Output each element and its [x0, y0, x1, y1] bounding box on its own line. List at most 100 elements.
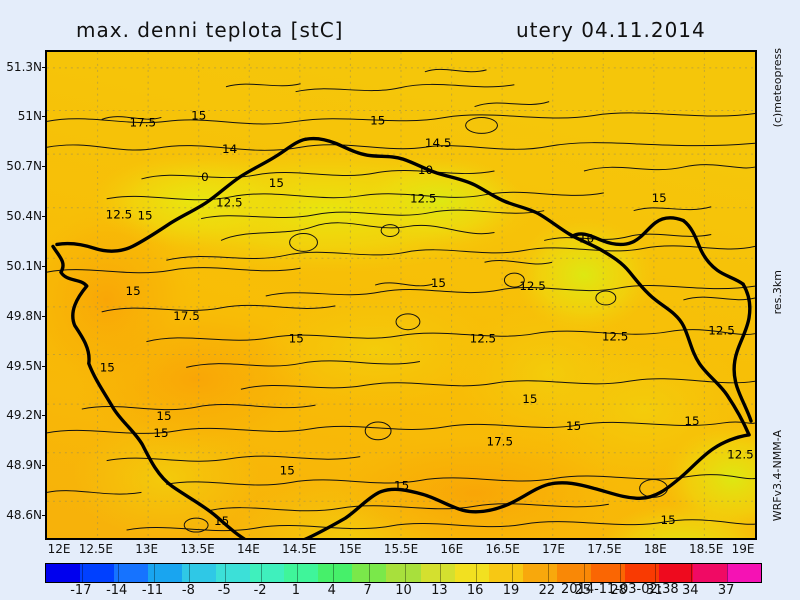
longitude-tick-label: 12E [47, 542, 71, 556]
longitude-tick-label: 13E [135, 542, 159, 556]
longitude-tick-label: 16E [440, 542, 464, 556]
forecast-date: utery 04.11.2014 [516, 18, 706, 42]
colorbar-segment [726, 564, 761, 582]
longitude-tick-label: 15.5E [383, 542, 419, 556]
latitude-tick-mark [42, 465, 46, 467]
colorbar-segment [216, 564, 251, 582]
colorbar-tick-label: -2 [253, 583, 267, 598]
colorbar-tick-mark [261, 564, 263, 582]
latitude-tick-label: 50.1N [6, 258, 42, 273]
contour-label: 17.5 [173, 309, 200, 323]
contour-label: 15 [394, 478, 409, 492]
colorbar-tick-label: 16 [466, 583, 484, 598]
colorbar-segment [454, 564, 489, 582]
longitude-tick-label: 14.5E [282, 542, 317, 556]
colorbar-tick-label: 13 [431, 583, 448, 598]
contour-label: 12.5 [727, 448, 754, 462]
colorbar-tick-mark [476, 564, 478, 582]
latitude-tick-label: 48.9N [6, 458, 42, 473]
colorbar-segment [250, 564, 285, 582]
colorbar-tick-mark [727, 564, 729, 582]
latitude-tick-label: 49.5N [6, 358, 42, 373]
colorbar-tick-label: 31 [646, 583, 663, 598]
colorbar-tick-mark [547, 564, 549, 582]
contour-label: 15 [684, 414, 699, 428]
contour-label: 14 [222, 142, 237, 156]
latitude-tick-mark [42, 315, 46, 317]
latitude-tick-label: 49.2N [6, 408, 42, 423]
map-plot-area[interactable]: 17.5 15 15 14 14.5 0 10 15 12.5 12.5 12.5 15 15 10 15 1… [45, 50, 757, 540]
colorbar-segment [522, 564, 557, 582]
colorbar-tick-mark [691, 564, 693, 582]
temperature-field: 17.5 15 15 14 14.5 0 10 15 12.5 12.5 12.5 15 15 10 15 1… [47, 52, 755, 538]
longitude-tick-label: 13.5E [180, 542, 215, 556]
latitude-tick-label: 51.3N [6, 59, 42, 74]
colorbar-segment [590, 564, 625, 582]
contour-label: 15 [191, 108, 206, 122]
colorbar-segment [80, 564, 115, 582]
latitude-tick-label: 51N [17, 109, 42, 124]
contour-label: 15 [289, 332, 304, 346]
colorbar-segment [114, 564, 149, 582]
latitude-tick-label: 50.4N [6, 209, 42, 224]
contour-label: 12.5 [519, 279, 546, 293]
colorbar-segment [624, 564, 659, 582]
contour-label: 15 [126, 284, 141, 298]
latitude-tick-mark [42, 265, 46, 267]
longitude-tick-label: 18E [643, 542, 667, 556]
colorbar-tick-mark [81, 564, 83, 582]
colorbar-segment [182, 564, 217, 582]
colorbar-segment [692, 564, 727, 582]
resolution-note: res.3km [771, 270, 784, 315]
contour-labels: 17.5 15 15 14 14.5 0 10 15 12.5 12.5 12.5 15 15 10 15 1… [100, 108, 754, 528]
longitude-tick-label: 15E [338, 542, 362, 556]
longitude-tick-label: 14E [236, 542, 260, 556]
colorbar-tick-mark [153, 564, 155, 582]
country-border [51, 136, 753, 538]
latitude-tick-label: 50.7N [6, 159, 42, 174]
latitude-tick-mark [42, 515, 46, 517]
colorbar-segment [46, 564, 81, 582]
colorbar-tick-labels: -17 -14 -11 -8 -5 -2 1 4 7 10 13 16 19 22 25 28 31 34 37 [45, 583, 762, 599]
longitude-axis: 12E 12.5E 13E 13.5E 14E 14.5E 15E 15.5E 16E 16.5E… [45, 540, 757, 560]
colorbar-tick-label: 10 [395, 583, 412, 598]
contour-label: 15 [269, 176, 284, 190]
contour-label: 15 [153, 426, 168, 440]
longitude-tick-label: 16.5E [485, 542, 520, 556]
colorbar-segment [556, 564, 591, 582]
colorbar-segment [420, 564, 455, 582]
contour-label: 15 [661, 513, 676, 527]
run-timestamp: 2014-11-03-02:38 [561, 582, 679, 597]
colorbar-segment [148, 564, 183, 582]
longitude-tick-label: 17E [542, 542, 565, 556]
colorbar-tick-mark [368, 564, 370, 582]
page-title: max. denni teplota [stC] [76, 18, 344, 42]
model-note: WRFv3.4-NMM-A [771, 430, 784, 522]
latitude-tick-mark [42, 415, 46, 417]
contour-label: 12.5 [602, 330, 629, 344]
contour-label: 15 [431, 276, 446, 290]
colorbar-tick-label: 19 [502, 583, 520, 598]
colorbar-tick-label: 22 [538, 583, 556, 598]
contour-label: 15 [370, 113, 385, 127]
colorbar-tick-mark [512, 564, 514, 582]
latitude-axis: 51.3N 51N 50.7N 50.4N 50.1N 49.8N 49.5N 49.2N 48… [0, 50, 46, 540]
colorbar-tick-label: -14 [106, 583, 128, 598]
contour-label: 15 [137, 209, 152, 223]
longitude-tick-label: 18.5E [688, 542, 724, 556]
latitude-tick-mark [42, 365, 46, 367]
colorbar-tick-label: -11 [141, 583, 164, 598]
temperature-colorbar [45, 563, 762, 583]
copyright-note: (c)meteopress [771, 48, 784, 128]
contour-label: 12.5 [470, 332, 497, 346]
colorbar-tick-label: -8 [181, 583, 195, 598]
colorbar-tick-label: 7 [363, 583, 372, 598]
longitude-tick-label: 12.5E [78, 542, 113, 556]
contour-label: 15 [522, 392, 537, 406]
longitude-tick-label: 19E [731, 542, 755, 556]
colorbar-segment [658, 564, 693, 582]
contour-label: 15 [100, 360, 115, 374]
colorbar-tick-mark [440, 564, 442, 582]
colorbar-tick-mark [583, 564, 585, 582]
colorbar-tick-label: -5 [217, 583, 231, 598]
